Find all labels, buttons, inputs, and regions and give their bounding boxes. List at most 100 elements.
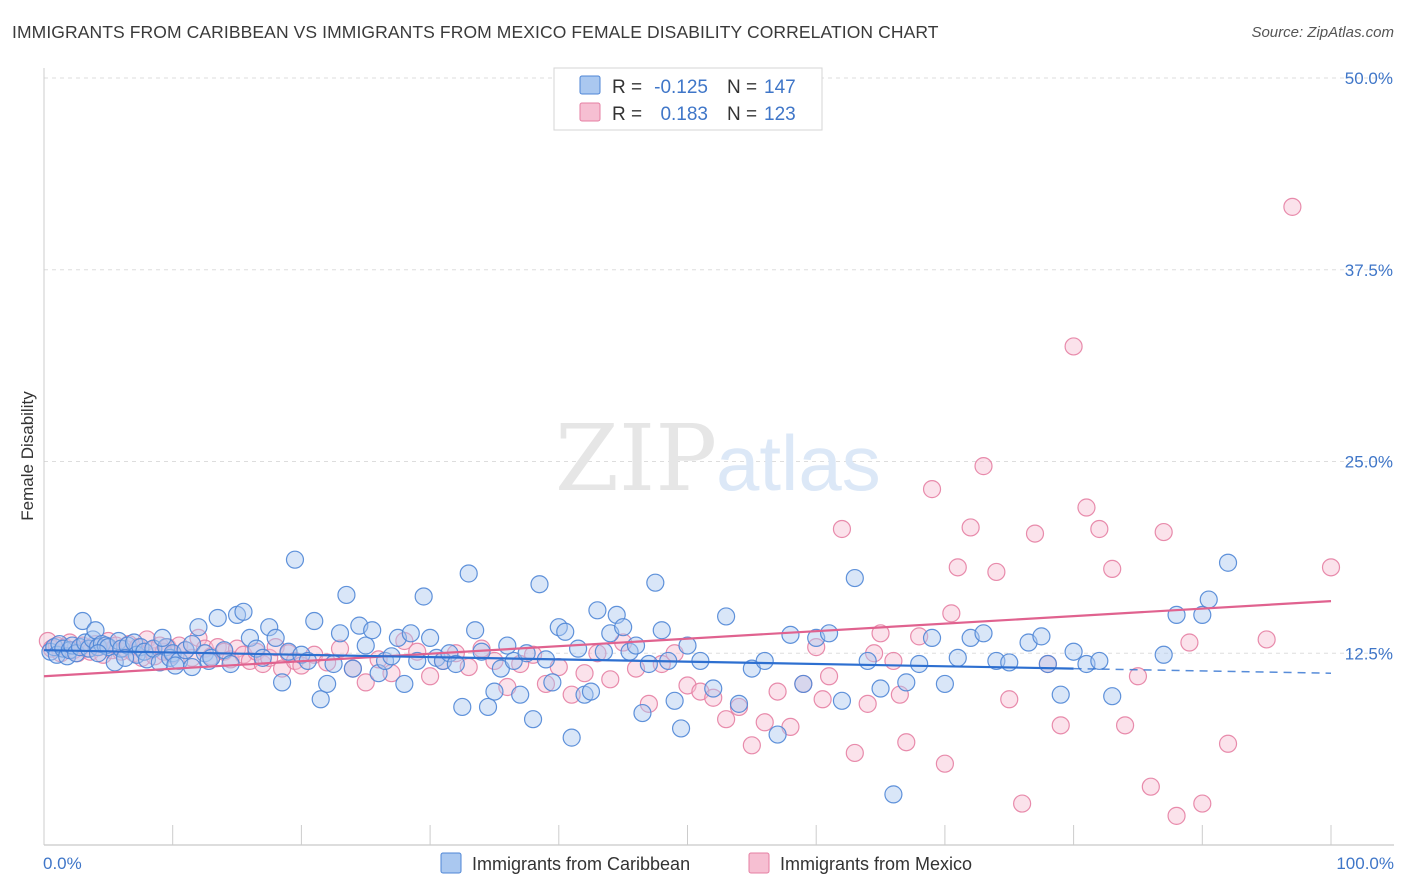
caribbean-point-84 <box>485 682 504 701</box>
mexico-point-114 <box>1128 667 1148 686</box>
caribbean-point-147 <box>1103 687 1122 706</box>
mexico-point-86 <box>768 682 787 701</box>
y-tick-labels: 12.5% 25.0% 37.5% 50.0% <box>1345 69 1393 663</box>
mexico-point-115 <box>1141 777 1160 796</box>
caribbean-point-112 <box>665 691 684 710</box>
watermark-zip: ZIP <box>555 405 717 512</box>
caribbean-point-132 <box>910 654 929 674</box>
mexico-point-90 <box>819 667 839 686</box>
caribbean-point-58 <box>318 674 337 694</box>
mexico-point-91 <box>832 519 852 539</box>
caribbean-point-83 <box>478 697 498 717</box>
series-legend: Immigrants from Caribbean Immigrants fro… <box>440 852 972 874</box>
mexico-point-124 <box>813 690 832 709</box>
mexico-point-101 <box>961 518 980 537</box>
caribbean-point-131 <box>897 673 916 692</box>
bottom-legend-swatch-caribbean <box>440 852 462 874</box>
axes <box>43 68 1394 846</box>
mexico-point-106 <box>1025 524 1045 543</box>
caribbean-point-153 <box>88 644 108 663</box>
mexico-point-112 <box>1103 559 1122 578</box>
caribbean-point-114 <box>678 636 697 655</box>
mexico-point-113 <box>1115 716 1135 735</box>
caribbean-point-143 <box>1051 685 1070 704</box>
caribbean-point-121 <box>768 725 787 744</box>
mexico-point-59 <box>421 667 440 686</box>
legend-n-value-caribbean: 147 <box>764 77 796 98</box>
legend-r-label-caribbean: R = <box>612 77 642 98</box>
y-tick-label-0: 12.5% <box>1345 644 1393 663</box>
y-axis-title: Female Disability <box>18 391 37 521</box>
caribbean-point-51 <box>272 673 292 692</box>
caribbean-point-70 <box>395 674 414 694</box>
caribbean-point-104 <box>614 618 633 637</box>
caribbean-point-91 <box>530 575 549 594</box>
bottom-legend-swatch-mexico <box>748 852 770 874</box>
caribbean-point-117 <box>717 607 736 626</box>
mexico-point-110 <box>1077 498 1096 517</box>
caribbean-point-50 <box>266 628 285 648</box>
caribbean-point-146 <box>1090 651 1109 671</box>
mexico-point-118 <box>1180 633 1199 652</box>
caribbean-point-154 <box>115 648 135 667</box>
mexico-point-103 <box>987 562 1006 582</box>
mexico-point-119 <box>1193 794 1212 813</box>
caribbean-point-108 <box>639 654 658 674</box>
caribbean-point-78 <box>446 654 465 674</box>
legend-r-value-mexico: 0.183 <box>660 104 708 125</box>
caribbean-point-150 <box>1193 605 1212 625</box>
mexico-point-108 <box>1051 716 1070 735</box>
caribbean-point-99 <box>581 682 601 701</box>
mexico-point-95 <box>884 651 903 671</box>
mexico-point-111 <box>1090 519 1109 539</box>
caribbean-point-116 <box>704 679 723 698</box>
legend-n-value-mexico: 123 <box>764 104 796 125</box>
watermark-atlas: atlas <box>716 419 881 507</box>
caribbean-point-90 <box>523 710 543 729</box>
mexico-point-92 <box>845 743 864 763</box>
caribbean-point-100 <box>588 601 607 620</box>
bottom-legend-label-caribbean: Immigrants from Caribbean <box>472 854 690 874</box>
caribbean-point-141 <box>1032 627 1051 646</box>
caribbean-point-95 <box>556 622 575 641</box>
mexico-point-120 <box>1218 734 1238 753</box>
mexico-point-68 <box>536 674 556 694</box>
caribbean-point-144 <box>1064 642 1083 661</box>
mexico-point-116 <box>1154 522 1173 542</box>
mexico-point-121 <box>1257 630 1276 649</box>
x-tick-label-min: 0.0% <box>43 854 82 873</box>
caribbean-point-155 <box>153 628 172 648</box>
caribbean-point-130 <box>884 785 903 804</box>
mexico-point-70 <box>562 685 581 704</box>
caribbean-point-113 <box>671 719 691 738</box>
mexico-point-104 <box>1000 690 1019 709</box>
legend-r-value-caribbean: -0.125 <box>654 77 708 98</box>
mexico-point-54 <box>356 673 375 692</box>
caribbean-point-53 <box>285 550 305 569</box>
caribbean-point-126 <box>832 691 852 710</box>
caribbean-point-74 <box>421 628 440 648</box>
trend-lines <box>43 599 1332 678</box>
caribbean-point-135 <box>948 648 967 667</box>
caribbean-point-133 <box>922 628 942 648</box>
caribbean-point-120 <box>755 651 774 671</box>
mexico-point-109 <box>1064 337 1083 356</box>
legend-n-label-caribbean: N = <box>727 77 757 98</box>
caribbean-point-71 <box>401 624 420 643</box>
caribbean-point-29 <box>150 653 169 672</box>
mexico-point-99 <box>935 754 955 773</box>
caribbean-point-122 <box>781 625 800 644</box>
caribbean-point-65 <box>363 621 382 640</box>
y-tick-label-1: 25.0% <box>1345 453 1393 472</box>
caribbean-point-106 <box>626 636 646 655</box>
series-caribbean-points <box>41 550 1238 804</box>
caribbean-point-109 <box>646 573 665 592</box>
caribbean-point-129 <box>871 679 890 698</box>
legend-n-label-mexico: N = <box>727 104 757 125</box>
caribbean-point-73 <box>414 587 433 606</box>
mexico-point-100 <box>948 558 967 577</box>
mexico-point-84 <box>742 736 761 755</box>
caribbean-point-56 <box>305 611 324 631</box>
mexico-point-127 <box>942 604 961 623</box>
